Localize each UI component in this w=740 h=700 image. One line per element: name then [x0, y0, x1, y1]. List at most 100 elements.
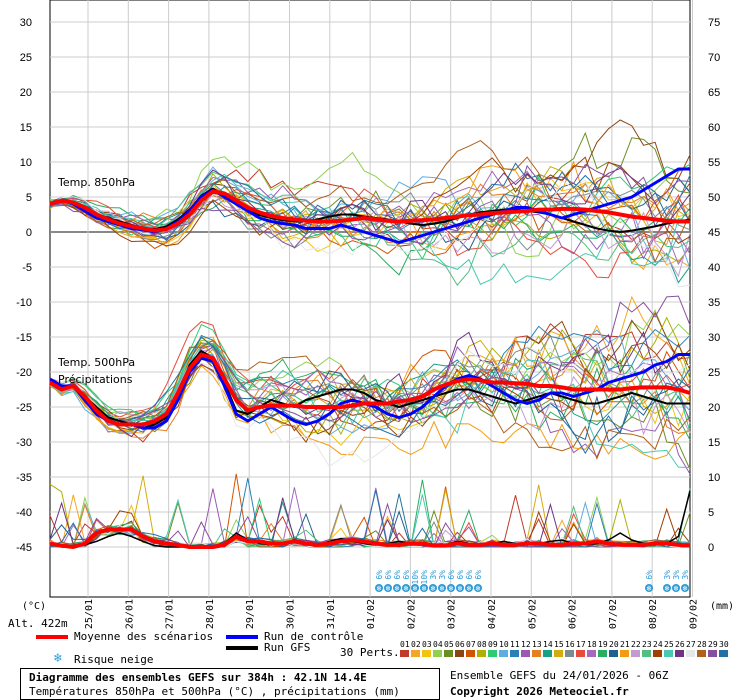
pert-legend-number: 26 — [675, 640, 685, 649]
pert-legend-number: 25 — [664, 640, 674, 649]
pert-legend-number: 04 — [433, 640, 443, 649]
pert-legend-number: 18 — [587, 640, 597, 649]
pert-legend-swatch — [576, 650, 585, 657]
pert-legend-number: 27 — [686, 640, 696, 649]
t850-mean-line — [49, 189, 690, 233]
pert-legend-swatch — [411, 650, 420, 657]
t500-mean-line — [48, 352, 691, 427]
y-tick-right: 50 — [708, 192, 720, 204]
right-axis-unit: (mm) — [710, 601, 735, 612]
pert-legend-swatch — [400, 650, 409, 657]
pert-legend-swatch — [719, 650, 728, 657]
y-tick-left: -20 — [16, 367, 32, 379]
y-tick-right: 35 — [708, 297, 720, 309]
pert-legend-number: 05 — [444, 640, 454, 649]
snowflake-icon: ❄ — [386, 584, 391, 593]
snow-pct-label: 10% — [420, 570, 429, 585]
pert-legend-swatch — [455, 650, 464, 657]
chart-title: Diagramme des ensembles GEFS sur 384h : … — [29, 671, 367, 684]
pert-legend-swatch — [675, 650, 684, 657]
panel-label-t500: Temp. 500hPa — [58, 356, 136, 369]
snow-pct-label: 6% — [645, 570, 654, 580]
pert-legend-number: 01 — [400, 640, 410, 649]
pert-line-20 — [49, 351, 691, 443]
snow-pct-label: 3% — [681, 570, 690, 580]
pert-legend-swatch — [642, 650, 651, 657]
pert-legend-swatch — [521, 650, 530, 657]
snowflake-icon: ❄ — [54, 651, 62, 666]
y-tick-left: -5 — [22, 262, 32, 274]
pert-legend-number: 17 — [576, 640, 586, 649]
y-tick-right: 70 — [708, 52, 720, 64]
snowflake-icon: ❄ — [413, 584, 418, 593]
pert-legend-number: 23 — [642, 640, 652, 649]
snowflake-icon: ❄ — [377, 584, 382, 593]
y-tick-left: 20 — [20, 87, 32, 99]
pert-legend-number: 02 — [411, 640, 421, 649]
legend-mean-label: Moyenne des scénarios — [74, 630, 214, 643]
y-tick-right: 45 — [708, 227, 720, 239]
pert-legend-swatch — [697, 650, 706, 657]
pert-legend-swatch — [653, 650, 662, 657]
snow-pct-label: 6% — [402, 570, 411, 580]
pert-line-28 — [49, 140, 691, 263]
snowflake-icon: ❄ — [458, 584, 463, 593]
pert-legend-swatch — [543, 650, 552, 657]
pert-legend-number: 28 — [697, 640, 707, 649]
x-tick-label: 04/02 — [487, 599, 498, 629]
snow-pct-label: 6% — [375, 570, 384, 580]
panel-label-precip: Précipitations — [58, 373, 133, 386]
pert-legend-swatch — [466, 650, 475, 657]
y-tick-left: 15 — [20, 122, 32, 134]
snowflake-icon: ❄ — [467, 584, 472, 593]
info-box: Diagramme des ensembles GEFS sur 384h : … — [20, 668, 440, 700]
snow-marker — [420, 584, 428, 592]
pert-line-27 — [49, 342, 691, 468]
snow-marker — [393, 584, 401, 592]
legend-snow-label: Risque neige — [74, 653, 154, 666]
pert-legend-number: 19 — [598, 640, 608, 649]
pert-legend-number: 21 — [620, 640, 630, 649]
snow-marker — [438, 584, 446, 592]
pert-legend-swatch — [499, 650, 508, 657]
legend-control-swatch — [226, 635, 258, 639]
pert-line-13 — [49, 183, 691, 244]
pert-legend-number: 30 — [719, 640, 729, 649]
y-tick-right: 5 — [708, 507, 714, 519]
y-tick-left: -35 — [16, 472, 32, 484]
snow-marker — [474, 584, 482, 592]
snow-marker — [429, 584, 437, 592]
snowflake-icon: ❄ — [440, 584, 445, 593]
pert-line-24 — [49, 156, 691, 247]
pert-legend-number: 10 — [499, 640, 509, 649]
snowflake-icon: ❄ — [674, 584, 679, 593]
pert-legend-swatch — [620, 650, 629, 657]
x-tick-label: 27/01 — [165, 599, 176, 629]
y-tick-right: 55 — [708, 157, 720, 169]
snow-marker — [384, 584, 392, 592]
snow-pct-label: 3% — [663, 570, 672, 580]
x-tick-label: 08/02 — [648, 599, 659, 629]
x-tick-label: 09/02 — [689, 599, 700, 629]
pert-legend-swatch — [598, 650, 607, 657]
legend-control-label: Run de contrôle — [264, 630, 364, 643]
y-tick-left: -15 — [16, 332, 32, 344]
x-tick-label: 01/02 — [366, 599, 377, 629]
pert-legend-swatch — [609, 650, 618, 657]
pert-legend-number: 12 — [521, 640, 531, 649]
x-tick-label: 03/02 — [447, 599, 458, 629]
snow-pct-label: 6% — [474, 570, 483, 580]
pert-line-28 — [49, 339, 691, 460]
x-tick-label: 02/02 — [406, 599, 417, 629]
snow-marker — [456, 584, 464, 592]
snow-pct-label: 6% — [384, 570, 393, 580]
snow-marker — [465, 584, 473, 592]
snowflake-icon: ❄ — [449, 584, 454, 593]
x-tick-label: 07/02 — [608, 599, 619, 629]
y-tick-right: 30 — [708, 332, 720, 344]
y-tick-right: 0 — [708, 542, 714, 554]
pert-legend-swatch — [686, 650, 695, 657]
snow-pct-label: 6% — [456, 570, 465, 580]
pert-legend-number: 08 — [477, 640, 487, 649]
pert-line-19 — [49, 195, 691, 276]
